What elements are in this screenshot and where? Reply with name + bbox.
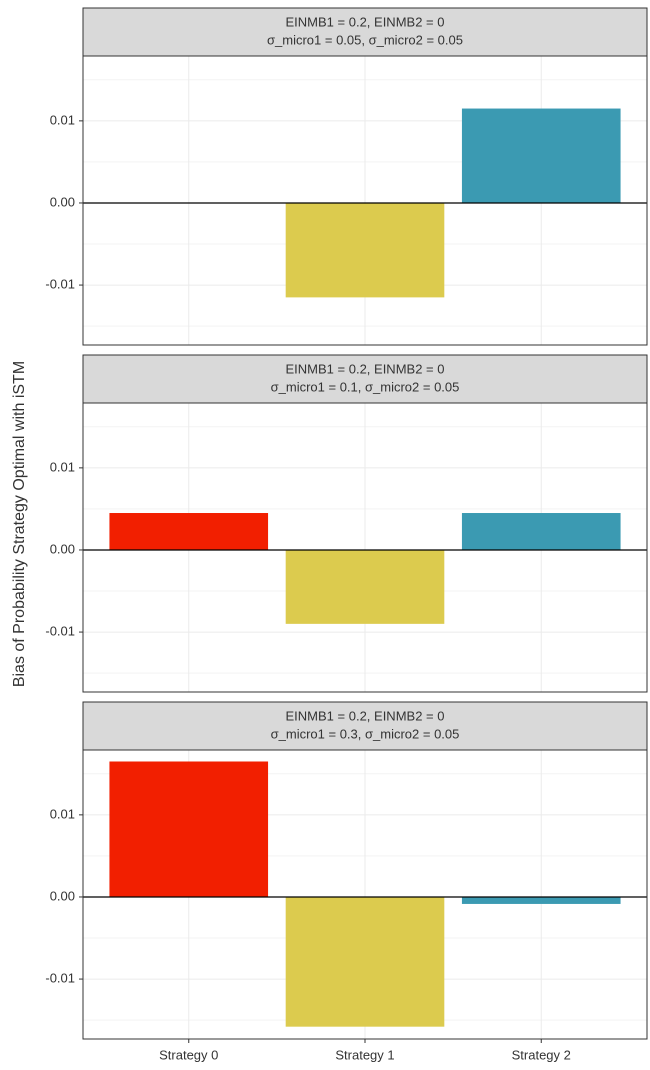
bar — [109, 761, 269, 897]
x-tick-label: Strategy 2 — [512, 1047, 571, 1062]
bar — [285, 202, 445, 298]
y-tick-label: 0.00 — [50, 194, 75, 209]
y-tick-label: 0.00 — [50, 541, 75, 556]
strip-label: σ_micro1 = 0.05, σ_micro2 = 0.05 — [267, 32, 463, 47]
strip — [82, 354, 648, 404]
strip-label: EINMB1 = 0.2, EINMB2 = 0 — [286, 361, 445, 376]
y-tick-label: 0.00 — [50, 888, 75, 903]
strip — [82, 701, 648, 751]
y-tick-label: 0.01 — [50, 112, 75, 127]
y-tick-label: -0.01 — [45, 624, 75, 639]
y-tick-label: -0.01 — [45, 277, 75, 292]
strip-label: EINMB1 = 0.2, EINMB2 = 0 — [286, 708, 445, 723]
bar — [461, 896, 621, 904]
y-axis-label: Bias of Probability Strategy Optimal wit… — [11, 361, 28, 687]
bar — [285, 549, 445, 624]
bar — [285, 896, 445, 1027]
bar — [461, 513, 621, 550]
y-tick-label: -0.01 — [45, 971, 75, 986]
y-tick-label: 0.01 — [50, 459, 75, 474]
y-tick-label: 0.01 — [50, 806, 75, 821]
strip-label: σ_micro1 = 0.3, σ_micro2 = 0.05 — [271, 726, 460, 741]
bar — [109, 513, 269, 550]
strip-label: σ_micro1 = 0.1, σ_micro2 = 0.05 — [271, 379, 460, 394]
strip-label: EINMB1 = 0.2, EINMB2 = 0 — [286, 14, 445, 29]
strip — [82, 7, 648, 57]
x-tick-label: Strategy 1 — [335, 1047, 394, 1062]
bar — [461, 108, 621, 203]
x-tick-label: Strategy 0 — [159, 1047, 218, 1062]
